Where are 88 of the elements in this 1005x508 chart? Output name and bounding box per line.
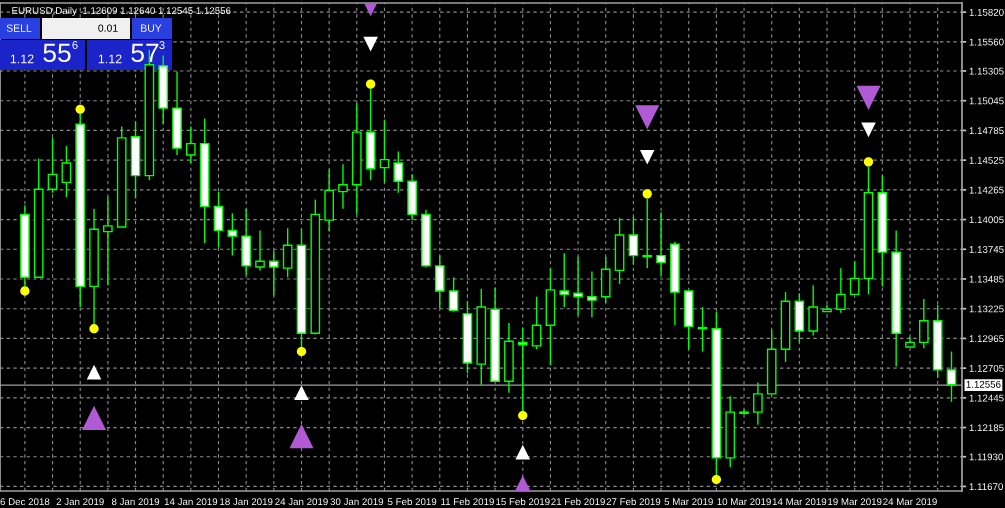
x-tick-label: 6 Dec 2018 bbox=[0, 498, 50, 506]
annotation: SELL bbox=[6, 24, 32, 32]
y-tick-label: 1.12445 bbox=[969, 394, 1004, 402]
x-tick-label: 24 Jan 2019 bbox=[275, 498, 328, 506]
x-tick-label: 5 Feb 2019 bbox=[387, 497, 437, 506]
annotation: 57 bbox=[131, 43, 159, 63]
x-tick-label: 18 Jan 2019 bbox=[220, 498, 273, 506]
point bbox=[294, 385, 309, 400]
candlestick bbox=[808, 284, 819, 337]
point bbox=[635, 105, 660, 130]
point bbox=[20, 286, 30, 296]
candlestick bbox=[918, 298, 929, 349]
candlestick bbox=[61, 145, 72, 198]
annotation: 1.12 bbox=[98, 54, 122, 64]
x-tick-label: 19 Mar 2019 bbox=[828, 498, 882, 506]
candlestick bbox=[753, 381, 763, 426]
candlestick bbox=[379, 118, 390, 184]
x-tick-label: 27 Feb 2019 bbox=[606, 497, 661, 506]
annotation: 1.12 bbox=[10, 54, 34, 64]
y-tick-label: 1.15560 bbox=[969, 38, 1004, 46]
point bbox=[856, 85, 881, 110]
x-tick-label: 5 Mar 2019 bbox=[664, 498, 713, 506]
point bbox=[289, 424, 314, 449]
y-tick-label: 1.12185 bbox=[969, 424, 1004, 432]
candlestick bbox=[448, 276, 459, 313]
y-tick-label: 1.14525 bbox=[969, 156, 1004, 164]
candlestick bbox=[946, 350, 957, 403]
y-tick-label: 1.11670 bbox=[969, 483, 1003, 491]
point bbox=[639, 150, 655, 165]
ref-line-label: 1.12556 bbox=[966, 380, 1001, 388]
candlestick bbox=[393, 150, 404, 194]
point bbox=[515, 444, 531, 460]
candlestick bbox=[531, 296, 542, 350]
candlestick bbox=[338, 163, 348, 210]
point bbox=[75, 104, 85, 114]
annotation: 3 bbox=[159, 41, 165, 49]
point bbox=[296, 346, 307, 357]
point bbox=[711, 474, 722, 485]
y-tick-label: 1.14265 bbox=[969, 186, 1004, 194]
point bbox=[363, 36, 378, 52]
y-tick-label: 1.14785 bbox=[969, 127, 1004, 135]
y-tick-label: 1.15305 bbox=[969, 67, 1004, 75]
candlestick bbox=[103, 196, 113, 286]
candlestick bbox=[656, 211, 666, 276]
x-tick-label: 11 Feb 2019 bbox=[441, 497, 494, 506]
candlestick bbox=[836, 267, 846, 314]
point bbox=[365, 79, 376, 89]
y-tick-label: 1.13485 bbox=[969, 275, 1004, 283]
annotation: 55 bbox=[43, 43, 71, 63]
candlestick bbox=[559, 252, 570, 308]
x-tick-label: 24 Mar 2019 bbox=[883, 498, 937, 506]
x-tick-label: 21 Feb 2019 bbox=[551, 497, 605, 506]
y-tick-label: 1.13745 bbox=[969, 246, 1004, 253]
candlestick bbox=[186, 125, 196, 164]
point bbox=[82, 405, 107, 430]
y-tick-label: 1.13225 bbox=[969, 305, 1004, 313]
x-tick-label: 8 Jan 2019 bbox=[111, 498, 160, 506]
x-tick-label: 15 Feb 2019 bbox=[496, 497, 550, 506]
y-tick-label: 1.15820 bbox=[969, 8, 1004, 16]
x-tick-label: 14 Jan 2019 bbox=[164, 498, 218, 506]
candlestick bbox=[213, 190, 224, 249]
candlestick bbox=[255, 229, 265, 272]
point bbox=[863, 157, 874, 167]
y-tick-label: 1.11930 bbox=[969, 453, 1003, 461]
chart-title: EURUSD,Daily 1.12609 1.12640 1.12545 1.12556 bbox=[12, 6, 231, 16]
x-tick-label: 10 Mar 2019 bbox=[717, 498, 771, 506]
x-tick-label: 2 Jan 2019 bbox=[56, 498, 104, 506]
x-tick-label: 14 Mar 2019 bbox=[772, 498, 827, 506]
x-tick-label: 30 Jan 2019 bbox=[330, 498, 384, 506]
candlestick bbox=[628, 216, 639, 266]
point bbox=[642, 189, 652, 199]
point bbox=[89, 324, 99, 334]
annotation: BUY bbox=[141, 24, 162, 32]
candlestick bbox=[227, 212, 238, 257]
point bbox=[518, 410, 528, 421]
point bbox=[861, 122, 876, 138]
point bbox=[86, 364, 102, 380]
y-tick-label: 1.14005 bbox=[969, 216, 1004, 224]
y-tick-label: 1.12705 bbox=[969, 364, 1004, 372]
y-tick-label: 1.15045 bbox=[969, 97, 1004, 105]
annotation: 0.01 bbox=[98, 24, 118, 32]
candlestick bbox=[849, 260, 860, 296]
candlestick bbox=[282, 227, 293, 278]
candlestick bbox=[587, 270, 597, 318]
annotation: 6 bbox=[72, 41, 78, 49]
candlestick bbox=[268, 250, 279, 297]
candlestick bbox=[47, 137, 58, 194]
y-tick-label: 1.12965 bbox=[969, 335, 1004, 343]
